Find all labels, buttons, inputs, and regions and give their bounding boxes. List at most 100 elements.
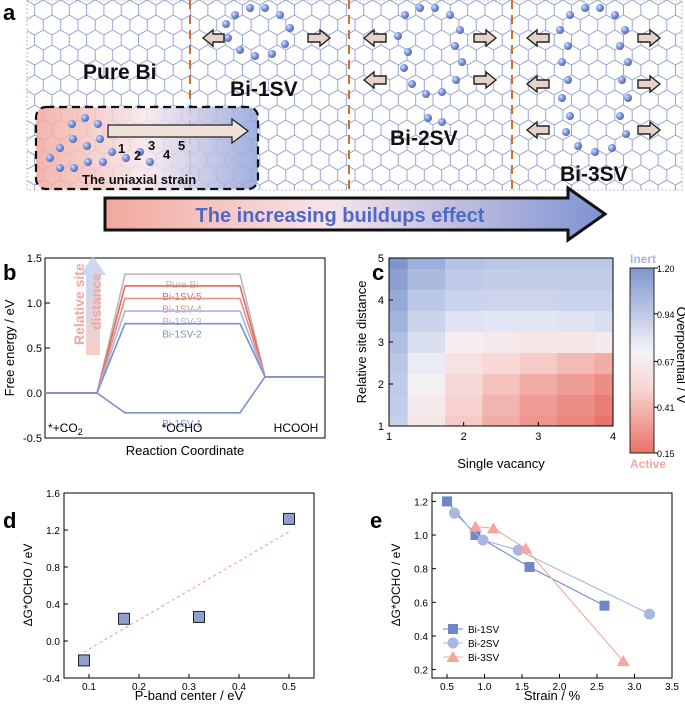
panel-label-e: e: [370, 508, 382, 533]
y-tick-label: 0.0: [46, 637, 60, 648]
panel-a: a: [3, 0, 683, 243]
square-marker: [599, 600, 610, 611]
x-tick-label: 3: [535, 431, 541, 443]
heatmap-cell: [389, 394, 409, 416]
y-tick-label: 0.4: [46, 600, 60, 611]
x-tick-label: 0.5: [440, 682, 454, 693]
label-bi-1sv: Bi-1SV: [230, 78, 298, 101]
y-tick-label: 4: [378, 295, 384, 307]
square-marker: [470, 530, 481, 541]
atom-clusters: [222, 4, 632, 156]
heatmap-cell: [594, 352, 613, 374]
y-tick-label: 2: [378, 379, 384, 391]
label-uniaxial-strain: The uniaxial strain: [82, 172, 196, 187]
square-marker: [448, 624, 458, 634]
annotation-distance: distance: [88, 273, 104, 330]
series-label: Bi-1SV-1: [162, 419, 202, 430]
series-line: [446, 501, 605, 607]
x-tick-label: 0.1: [82, 682, 96, 693]
heatmap-cell: [482, 258, 521, 269]
heatmap-cell: [557, 310, 595, 332]
x-tick-label: 2: [461, 431, 467, 443]
heatmap-cell: [519, 310, 558, 332]
y-tick-label: 1.0: [414, 531, 428, 542]
x-tick-label: 2.0: [553, 682, 567, 693]
heatmap-cell: [519, 268, 558, 290]
buildup-arrow: The increasing buildups effect: [103, 185, 608, 243]
heatmap-cell: [594, 268, 613, 290]
y-axis-label: ΔG*OCHO / eV: [21, 544, 35, 627]
y-tick-label: 1.2: [46, 526, 60, 537]
state-label-start: *+CO2: [48, 421, 83, 437]
uniaxial-strain-box: 1 2 3 4 5 The uniaxial strain: [34, 105, 260, 191]
legend-label: Bi-1SV: [468, 625, 499, 636]
double-arrow-icon: [525, 28, 550, 48]
legend: Bi-1SV Bi-2SV Bi-3SV: [443, 624, 499, 664]
heatmap-cell: [557, 394, 595, 416]
y-tick-label: 0.2: [414, 666, 428, 677]
data-point: [283, 512, 295, 525]
heatmap-cell: [445, 268, 483, 290]
state-label-end: HCOOH: [274, 421, 319, 435]
double-arrow-icon: [362, 28, 387, 48]
panel-label-d: d: [3, 508, 16, 533]
bi2sv-ring: [394, 4, 466, 126]
heatmap-cell: [594, 258, 613, 269]
axes: 0.5 1.0 1.5 2.0 2.5 3.0 3.5 0.2 0.4 0.6 0.8 1.0 1.2: [414, 497, 679, 693]
heatmap-cell: [519, 373, 558, 395]
circle-marker: [644, 608, 655, 620]
double-arrow-icon: [201, 28, 225, 48]
y-tick-label: -0.4: [43, 674, 61, 685]
heatmap-cell: [389, 373, 409, 395]
heatmap-cell: [407, 415, 446, 426]
energy-levels: Pure BiBi-1SV-5Bi-1SV-4Bi-1SV-3Bi-1SV-2B…: [45, 273, 325, 430]
colorbar-label: Overpotential / V: [674, 307, 685, 404]
heatmap-cell: [594, 394, 613, 416]
heatmap-cell: [594, 289, 613, 311]
state-label-mid: *OCHO: [162, 421, 203, 435]
series-label: Bi-1SV-5: [162, 292, 202, 303]
heatmap-cell: [445, 394, 483, 416]
x-tick-label: 1.5: [515, 682, 529, 693]
data-point: [193, 610, 205, 623]
panel-d: d 0.1 0.2 0.3 0.4 0.5 -0.4 0.0 0.4 0.8 1.2 1.6 P-b…: [3, 489, 315, 703]
y-axis: -0.5 0.0 0.5 1.0 1.5: [23, 253, 50, 445]
heatmap-cell: [594, 331, 613, 353]
heatmap-cell: [594, 310, 613, 332]
strain-arrows: [201, 28, 662, 140]
colorbar-top-label: Inert: [630, 252, 656, 266]
legend-label: Bi-2SV: [468, 639, 499, 650]
plot-frame: [431, 492, 673, 679]
heatmap-cell: [519, 415, 558, 426]
double-arrow-icon: [637, 120, 662, 140]
x-tick-label: 0.2: [132, 682, 146, 693]
annotation-relative-site: Relative site: [71, 263, 87, 345]
heatmap-cell: [407, 310, 446, 332]
heatmap-cell: [557, 373, 595, 395]
heatmap-cell: [407, 394, 446, 416]
heatmap-cell: [445, 415, 483, 426]
x-tick-label: 0.5: [282, 682, 296, 693]
heatmap-cell: [557, 415, 595, 426]
y-axis-label: Free energy / eV: [2, 299, 17, 396]
colorbar-bottom-label: Active: [630, 457, 666, 471]
plot-frame: [63, 492, 315, 679]
heatmap-cell: [389, 331, 409, 353]
heatmap-cell: [389, 352, 409, 374]
heatmap-cell: [407, 258, 446, 269]
heatmap-cell: [407, 373, 446, 395]
heatmap-cell: [519, 394, 558, 416]
label-bi-2sv: Bi-2SV: [390, 127, 458, 150]
double-arrow-icon: [637, 28, 662, 48]
circle-marker: [477, 534, 489, 546]
heatmap-cell: [389, 258, 409, 269]
y-tick-label: 3: [378, 337, 384, 349]
y-tick-label: 0.8: [414, 565, 428, 576]
y-tick-label: 0.4: [414, 632, 428, 643]
x-axis-label: Reaction Coordinate: [126, 443, 245, 458]
y-axis-label: ΔG*OCHO / eV: [389, 544, 403, 627]
x-tick-label: 2.5: [590, 682, 604, 693]
heatmap-cell: [482, 289, 521, 311]
y-tick-label: 0.6: [414, 598, 428, 609]
x-tick-label: 1.0: [478, 682, 492, 693]
